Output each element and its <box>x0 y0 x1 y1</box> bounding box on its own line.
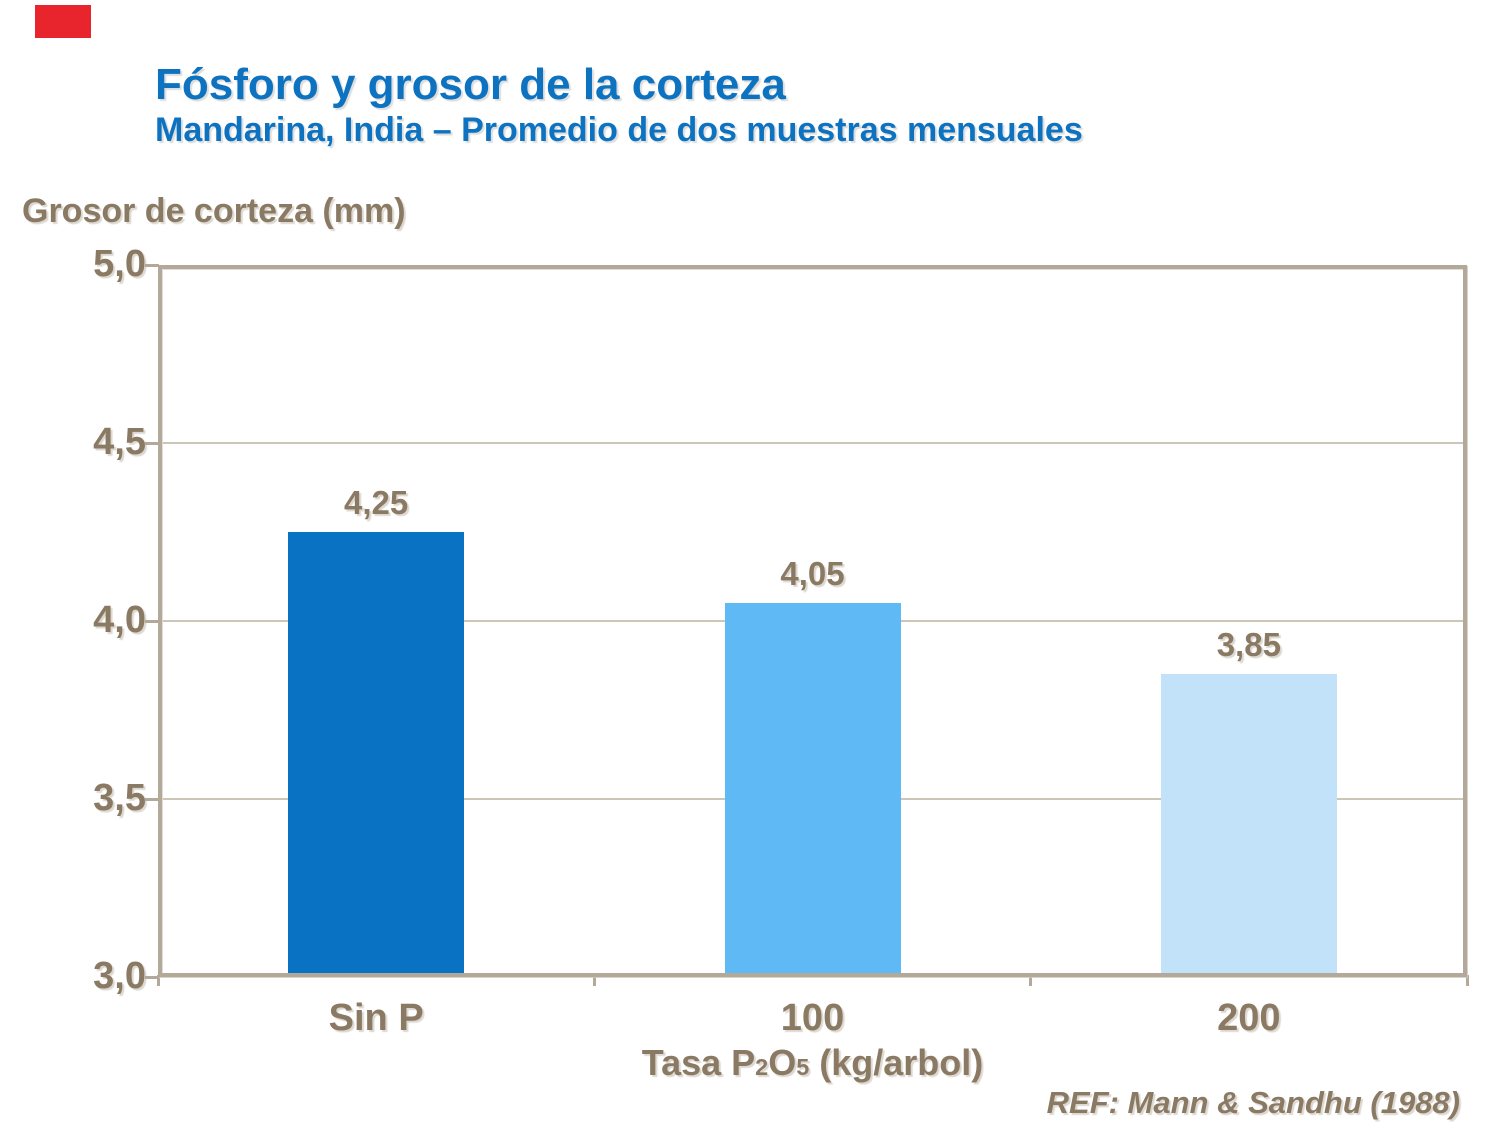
y-tick-label: 4,0 <box>93 599 146 641</box>
y-axis-tick <box>145 619 159 623</box>
x-category-label: 100 <box>780 997 845 1039</box>
bar-sin-p <box>288 532 465 975</box>
chart-subtitle: Mandarina, India – Promedio de dos muest… <box>155 111 1083 149</box>
y-axis-title: Grosor de corteza (mm) <box>22 192 406 230</box>
y-axis-tick <box>145 975 159 979</box>
chart-title: Fósforo y grosor de la corteza <box>155 60 786 109</box>
y-tick-label: 3,5 <box>93 777 146 819</box>
y-tick-label: 4,5 <box>93 421 146 463</box>
x-axis-title-segment: Tasa P <box>641 1042 756 1083</box>
x-category-label: Sin P <box>328 997 424 1039</box>
x-axis-tick <box>1029 975 1033 986</box>
y-tick-label: 3,0 <box>93 955 146 997</box>
x-axis-title-segment: O <box>768 1042 797 1083</box>
bar-value-label: 4,05 <box>780 555 845 593</box>
y-gridline <box>161 442 1464 444</box>
x-category-label: 200 <box>1217 997 1281 1039</box>
x-axis-title-segment: (kg/arbol) <box>809 1042 984 1083</box>
x-axis-title: Tasa P2O5 (kg/arbol) <box>158 1042 1467 1084</box>
reference-citation: REF: Mann & Sandhu (1988) <box>1046 1085 1460 1120</box>
x-axis-title-subscript: 2 <box>755 1054 769 1080</box>
y-axis-tick <box>145 441 159 445</box>
bar-value-label: 3,85 <box>1216 626 1281 664</box>
bar-200 <box>1160 674 1337 975</box>
x-axis-tick <box>156 975 160 986</box>
x-axis-tick <box>592 975 596 986</box>
x-axis-title-subscript: 5 <box>796 1054 810 1080</box>
red-logo-block <box>35 5 91 38</box>
bar-100 <box>724 603 901 975</box>
bar-value-label: 4,25 <box>344 484 409 521</box>
y-axis-tick <box>145 797 159 801</box>
y-axis-tick <box>145 263 159 267</box>
y-tick-label: 5,0 <box>93 243 146 285</box>
x-axis-tick <box>1465 975 1469 986</box>
